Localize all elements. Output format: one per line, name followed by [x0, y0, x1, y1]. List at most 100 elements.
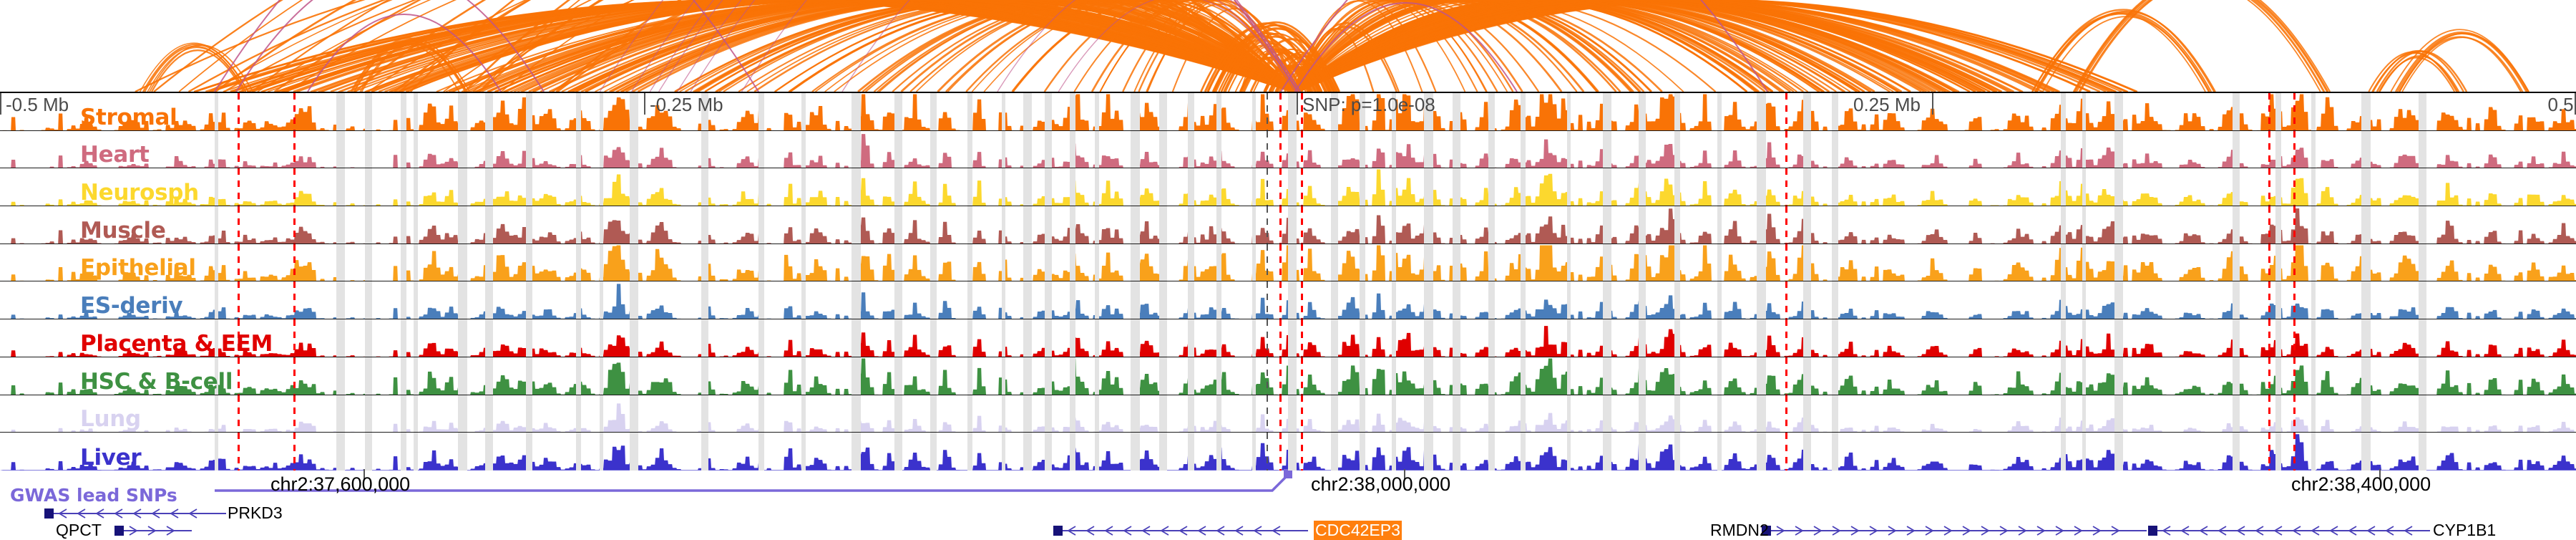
highlight-band [414, 131, 418, 168]
highlight-band [1216, 131, 1221, 168]
signal-track-hsc-b-cell[interactable]: HSC & B-cell [0, 357, 2576, 395]
highlight-band [1567, 281, 1571, 319]
highlight-band [2419, 319, 2426, 357]
highlight-band [458, 244, 467, 281]
highlight-band [1002, 319, 1005, 357]
highlight-band [2233, 433, 2240, 471]
signal-track-placenta-eem[interactable]: Placenta & EEM [0, 319, 2576, 357]
highlight-band [414, 244, 418, 281]
signal-track-neurosph[interactable]: Neurosph [0, 168, 2576, 206]
signal-track-es-deriv[interactable]: ES-deriv [0, 281, 2576, 319]
snp-marker-line [2293, 93, 2296, 130]
signal-track-muscle[interactable]: Muscle [0, 206, 2576, 244]
highlight-band [1392, 395, 1396, 433]
highlight-band [576, 281, 581, 319]
highlight-band [1188, 244, 1194, 281]
axis-label: -0.5 Mb [6, 94, 69, 116]
snp-marker-line [293, 168, 296, 206]
highlight-band [1252, 206, 1256, 244]
highlight-band [1288, 281, 1297, 319]
highlight-band [2311, 319, 2316, 357]
highlight-band [1424, 281, 1433, 319]
highlight-band [2361, 319, 2371, 357]
signal-track-lung[interactable]: Lung [0, 395, 2576, 433]
highlight-band [630, 93, 638, 130]
highlight-band [2082, 395, 2086, 433]
highlight-band [630, 395, 638, 433]
snp-marker-line [238, 395, 240, 433]
highlight-band [1159, 319, 1167, 357]
highlight-band [967, 357, 972, 395]
highlight-band [1360, 131, 1365, 168]
highlight-band [1095, 206, 1099, 244]
highlight-band [1803, 93, 1811, 130]
highlight-band [526, 244, 532, 281]
highlight-band [1188, 93, 1194, 130]
highlight-band [1045, 395, 1052, 433]
highlight-band [930, 395, 937, 433]
highlight-band [2233, 206, 2240, 244]
highlight-band [1424, 433, 1433, 471]
highlight-band [852, 395, 861, 433]
signal-track-heart[interactable]: Heart [0, 131, 2576, 169]
highlight-band [2114, 357, 2123, 395]
highlight-band [336, 395, 345, 433]
highlight-band [1216, 244, 1221, 281]
highlight-band [600, 319, 603, 357]
highlight-band [1002, 357, 1005, 395]
highlight-band [1331, 131, 1338, 168]
highlight-band [2419, 131, 2426, 168]
highlight-band [1674, 319, 1680, 357]
highlight-band [1216, 206, 1221, 244]
highlight-band [458, 319, 467, 357]
highlight-band [1159, 206, 1167, 244]
highlight-band [1488, 206, 1495, 244]
highlight-band [1803, 131, 1811, 168]
highlight-band [2275, 433, 2281, 471]
highlight-band [630, 281, 638, 319]
snp-marker-line [2293, 357, 2296, 395]
snp-marker-line [1785, 281, 1787, 319]
highlight-band [2061, 319, 2066, 357]
highlight-band [1070, 433, 1075, 471]
highlight-band [2233, 395, 2240, 433]
highlight-band [894, 206, 902, 244]
highlight-band [1424, 168, 1433, 206]
highlight-band [1453, 395, 1460, 433]
highlight-band [1288, 357, 1297, 395]
highlight-band [1331, 395, 1338, 433]
highlight-band [576, 395, 581, 433]
snp-marker-line [2268, 433, 2270, 471]
highlight-band [1453, 93, 1460, 130]
highlight-band [1392, 281, 1396, 319]
highlight-band [1832, 168, 1838, 206]
signal-track-epithelial[interactable]: Epithelial [0, 244, 2576, 282]
highlight-band [1131, 131, 1140, 168]
signal-track-liver[interactable]: Liver [0, 433, 2576, 471]
highlight-band [1639, 206, 1646, 244]
highlight-band [701, 206, 708, 244]
highlight-band [1674, 357, 1680, 395]
highlight-band [1717, 281, 1722, 319]
highlight-band [1002, 433, 1005, 471]
highlight-band [967, 281, 972, 319]
highlight-band [401, 357, 406, 395]
highlight-band [630, 131, 638, 168]
highlight-band [365, 357, 372, 395]
highlight-band [1424, 395, 1433, 433]
highlight-band [215, 93, 218, 130]
highlight-band [600, 93, 603, 130]
highlight-band [401, 319, 406, 357]
highlight-band [630, 168, 638, 206]
highlight-band [365, 395, 372, 433]
snp-marker-line [1785, 319, 1787, 357]
highlight-band [1070, 93, 1075, 130]
highlight-band [1521, 168, 1526, 206]
highlight-band [526, 395, 532, 433]
snp-marker-line [293, 281, 296, 319]
highlight-band [2061, 395, 2066, 433]
gene-label-prkd3[interactable]: PRKD3 [228, 503, 283, 523]
snp-marker-line [238, 433, 240, 471]
